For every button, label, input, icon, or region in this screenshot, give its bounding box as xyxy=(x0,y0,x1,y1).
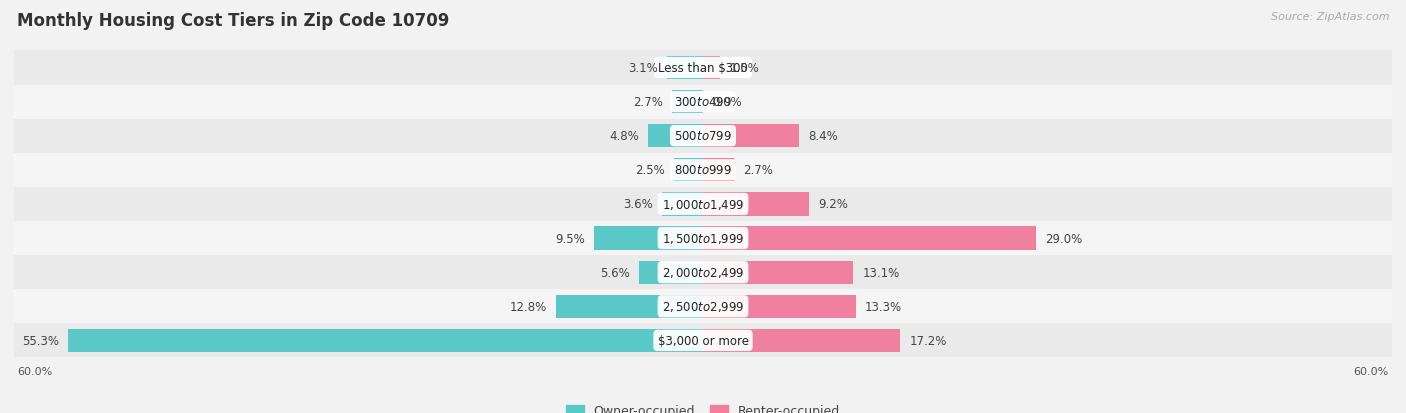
Text: 4.8%: 4.8% xyxy=(609,130,638,143)
Text: 5.6%: 5.6% xyxy=(600,266,630,279)
Bar xyxy=(703,227,1036,250)
Bar xyxy=(672,91,703,114)
Text: 9.2%: 9.2% xyxy=(818,198,848,211)
Bar xyxy=(662,193,703,216)
Bar xyxy=(14,256,1392,290)
Text: $3,000 or more: $3,000 or more xyxy=(658,334,748,347)
Bar xyxy=(648,125,703,148)
Bar xyxy=(703,159,734,182)
Text: 8.4%: 8.4% xyxy=(808,130,838,143)
Bar xyxy=(703,329,900,352)
Bar xyxy=(67,329,703,352)
Text: 60.0%: 60.0% xyxy=(1353,366,1389,376)
Bar xyxy=(14,188,1392,221)
Text: 2.7%: 2.7% xyxy=(633,96,662,109)
Text: 1.5%: 1.5% xyxy=(730,62,759,75)
Text: $500 to $799: $500 to $799 xyxy=(673,130,733,143)
Bar xyxy=(638,261,703,284)
Bar xyxy=(14,119,1392,153)
Bar xyxy=(703,125,800,148)
Bar xyxy=(675,159,703,182)
Bar xyxy=(703,57,720,80)
Bar xyxy=(14,221,1392,256)
Text: 12.8%: 12.8% xyxy=(509,300,547,313)
Bar xyxy=(14,323,1392,358)
Text: 17.2%: 17.2% xyxy=(910,334,948,347)
Text: 3.6%: 3.6% xyxy=(623,198,652,211)
Text: 29.0%: 29.0% xyxy=(1045,232,1083,245)
Text: $800 to $999: $800 to $999 xyxy=(673,164,733,177)
Text: Source: ZipAtlas.com: Source: ZipAtlas.com xyxy=(1271,12,1389,22)
Text: $1,500 to $1,999: $1,500 to $1,999 xyxy=(662,232,744,245)
Bar xyxy=(703,261,853,284)
Text: 60.0%: 60.0% xyxy=(17,366,53,376)
Bar xyxy=(14,290,1392,323)
Text: 55.3%: 55.3% xyxy=(22,334,59,347)
Text: 13.1%: 13.1% xyxy=(863,266,900,279)
Text: Monthly Housing Cost Tiers in Zip Code 10709: Monthly Housing Cost Tiers in Zip Code 1… xyxy=(17,12,450,30)
Bar xyxy=(703,193,808,216)
Text: 13.3%: 13.3% xyxy=(865,300,903,313)
Bar xyxy=(555,295,703,318)
Bar xyxy=(593,227,703,250)
Text: $2,500 to $2,999: $2,500 to $2,999 xyxy=(662,299,744,313)
Text: Less than $300: Less than $300 xyxy=(658,62,748,75)
Bar xyxy=(14,85,1392,119)
Text: $2,000 to $2,499: $2,000 to $2,499 xyxy=(662,266,744,280)
Legend: Owner-occupied, Renter-occupied: Owner-occupied, Renter-occupied xyxy=(562,401,844,413)
Text: $300 to $499: $300 to $499 xyxy=(673,96,733,109)
Text: 2.5%: 2.5% xyxy=(636,164,665,177)
Bar xyxy=(703,295,856,318)
Bar xyxy=(14,153,1392,188)
Bar xyxy=(668,57,703,80)
Text: 2.7%: 2.7% xyxy=(744,164,773,177)
Text: 0.0%: 0.0% xyxy=(713,96,742,109)
Text: $1,000 to $1,499: $1,000 to $1,499 xyxy=(662,197,744,211)
Bar xyxy=(14,51,1392,85)
Text: 3.1%: 3.1% xyxy=(628,62,658,75)
Text: 9.5%: 9.5% xyxy=(555,232,585,245)
